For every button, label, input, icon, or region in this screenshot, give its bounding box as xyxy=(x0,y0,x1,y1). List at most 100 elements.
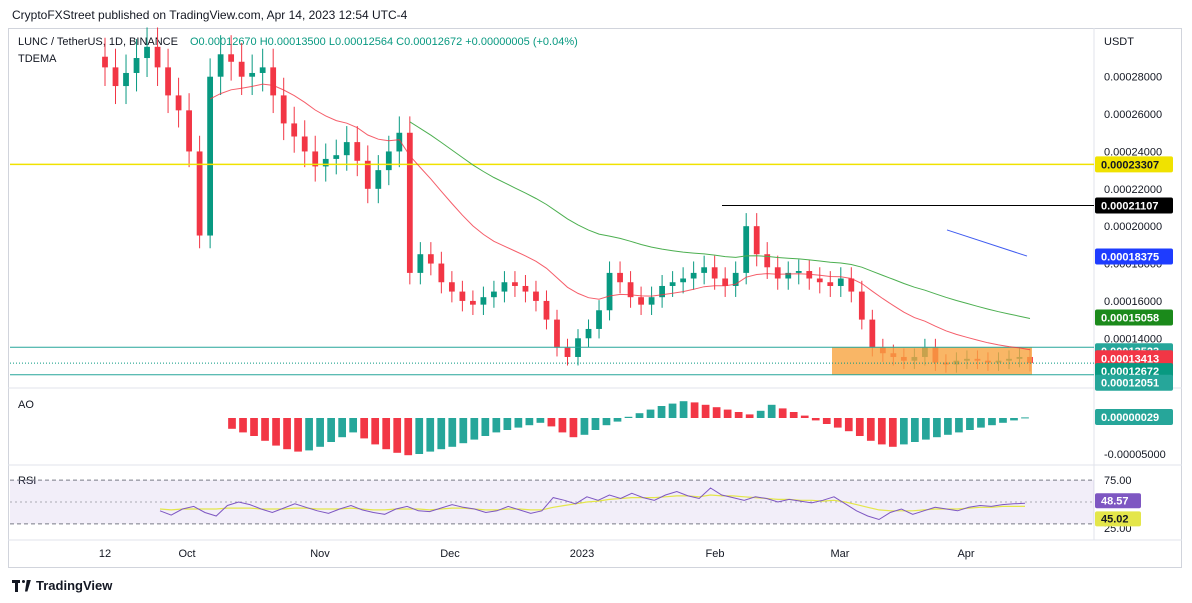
ao-tick-label: -0.00005000 xyxy=(1104,449,1166,461)
candle-body xyxy=(753,226,760,255)
ao-label: AO xyxy=(18,399,34,411)
chart-frame xyxy=(8,28,1182,568)
ao-bar xyxy=(767,404,776,418)
price-label-text: 0.00015058 xyxy=(1101,313,1159,325)
candle-body xyxy=(427,254,434,264)
candle-body xyxy=(312,151,319,167)
ao-bar xyxy=(360,418,369,439)
footer-brand: TradingView xyxy=(36,578,113,593)
ao-bar xyxy=(712,407,721,418)
ao-bar xyxy=(745,414,754,418)
candle-body xyxy=(470,300,476,305)
candle-body xyxy=(112,67,119,87)
ao-bar xyxy=(899,418,908,445)
candle-body xyxy=(165,67,171,96)
candle-body xyxy=(291,123,298,137)
ao-value-text: 0.00000029 xyxy=(1101,412,1159,424)
ao-bar xyxy=(536,418,545,423)
candle-body xyxy=(722,278,729,286)
ao-bar xyxy=(459,418,468,444)
legend-ohlc: O0.00012670 H0.00013500 L0.00012564 C0.0… xyxy=(190,36,578,48)
ao-bar xyxy=(283,418,291,450)
ao-bar xyxy=(327,418,335,442)
rsi-ma-value-text: 45.02 xyxy=(1101,513,1129,525)
candle-body xyxy=(512,282,518,286)
ao-bar xyxy=(371,418,380,445)
candle-body xyxy=(585,328,592,339)
candle-body xyxy=(837,278,844,286)
candle-body xyxy=(196,151,203,236)
candle-body xyxy=(448,282,455,292)
candle-body xyxy=(491,291,497,298)
ao-value-box xyxy=(1095,409,1173,425)
candle-body xyxy=(228,54,235,62)
ao-bar xyxy=(800,415,809,418)
time-tick-label: Oct xyxy=(178,548,195,560)
ao-bar xyxy=(888,418,897,447)
ao-bar xyxy=(778,408,787,418)
candle-body xyxy=(322,158,329,167)
rsi-value-text: 48.57 xyxy=(1101,495,1129,507)
consolidation-box xyxy=(832,347,1032,375)
candle-body xyxy=(480,297,487,305)
candle-body xyxy=(207,76,214,236)
price-tick-label: 0.00028000 xyxy=(1104,72,1162,84)
candle-body xyxy=(375,170,382,189)
ao-bar xyxy=(305,418,313,451)
candle-body xyxy=(259,67,266,73)
candle-body xyxy=(343,142,350,156)
price-axis-unit: USDT xyxy=(1104,36,1134,48)
candle-body xyxy=(795,271,802,273)
ao-bar xyxy=(569,418,578,438)
time-tick-label: Dec xyxy=(440,548,460,560)
rsi-value-box xyxy=(1095,493,1141,509)
ao-bar xyxy=(679,401,688,418)
candle-body xyxy=(785,272,792,279)
price-label-text: 0.00021107 xyxy=(1101,201,1159,213)
footer: TradingView xyxy=(12,578,112,593)
ao-bar xyxy=(635,413,644,418)
candle-body xyxy=(869,319,876,348)
candle-body xyxy=(533,291,539,301)
candle-body xyxy=(385,151,392,171)
ao-bar xyxy=(470,418,479,440)
ao-bar xyxy=(514,418,523,428)
ao-bar xyxy=(999,418,1007,423)
ao-bar xyxy=(944,418,952,435)
ao-bar xyxy=(723,409,732,418)
candle-body xyxy=(102,56,108,68)
price-tick-label: 0.00014000 xyxy=(1104,333,1162,345)
candle-body xyxy=(280,95,287,124)
price-label-box xyxy=(1095,309,1173,326)
price-label-box xyxy=(1095,156,1173,173)
candle-body xyxy=(270,67,277,96)
rsi-upper-label: 75.00 xyxy=(1104,475,1132,487)
candle-body xyxy=(858,291,865,320)
candle-body xyxy=(438,263,445,283)
ao-bar xyxy=(261,418,269,441)
ao-bar xyxy=(448,418,457,447)
candle-body xyxy=(543,300,550,320)
ao-bar xyxy=(481,418,490,436)
ema-green-line xyxy=(409,121,1031,319)
price-label-text: 0.00018375 xyxy=(1101,252,1159,264)
candle-body xyxy=(680,278,687,283)
ao-bar xyxy=(294,418,302,452)
ao-bar xyxy=(646,409,655,418)
ao-bar xyxy=(855,418,864,436)
ao-bar xyxy=(701,404,710,418)
ao-bar xyxy=(239,418,247,433)
ao-bar xyxy=(877,418,886,445)
price-label-box xyxy=(1095,197,1173,214)
candle-body xyxy=(301,136,308,152)
candle-body xyxy=(501,282,508,292)
candle-body xyxy=(617,272,623,283)
ao-bar xyxy=(822,418,831,424)
ao-bar xyxy=(866,418,875,441)
candle-body xyxy=(827,282,834,286)
ao-bar xyxy=(558,418,567,433)
candle-body xyxy=(648,297,655,305)
ao-bar xyxy=(437,418,446,450)
ao-bar xyxy=(811,418,820,421)
